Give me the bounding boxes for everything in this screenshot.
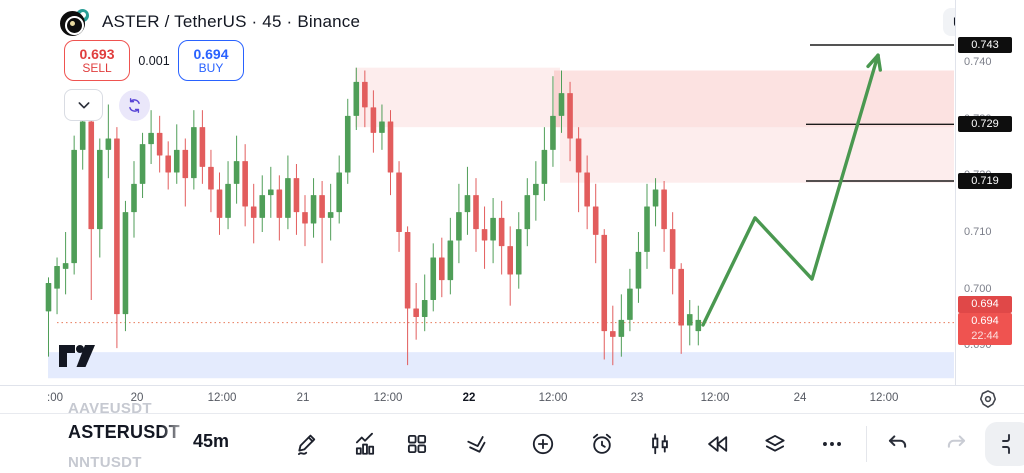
alert-button[interactable]	[588, 430, 616, 458]
target-price-label: 0.729	[958, 116, 1012, 133]
refresh-compare-button[interactable]	[119, 89, 150, 121]
target-price-label: 0.719	[958, 173, 1012, 189]
time-tick-label: 21	[296, 392, 310, 404]
time-tick-label: 24	[793, 392, 807, 404]
rewind-icon	[708, 436, 728, 452]
multi-arrows-icon	[467, 436, 486, 453]
symbol-picker-wheel[interactable]: AAVEUSDT ASTERUSDT NNTUSDT	[68, 400, 202, 473]
more-button[interactable]	[818, 430, 846, 458]
price-axis[interactable]: 0.7400.7300.7200.7100.7000.6900.7430.729…	[955, 0, 1024, 385]
chart-type-button[interactable]	[646, 430, 674, 458]
layout-button[interactable]	[403, 430, 431, 458]
grid-layout-icon	[407, 434, 427, 454]
corner-brackets-icon	[1002, 434, 1010, 454]
symbol-active[interactable]: ASTERUSDT	[68, 422, 180, 442]
time-tick-label: :00	[47, 392, 63, 404]
aster-coin-icon	[60, 11, 85, 36]
candlestick-chart	[45, 44, 954, 379]
symbol-fade-overlay	[160, 420, 202, 446]
chevron-down-icon	[78, 102, 89, 109]
sell-price: 0.693	[79, 45, 115, 62]
time-tick-label: 23	[630, 392, 644, 404]
toolbar-divider	[866, 426, 867, 462]
dock-panel-button[interactable]	[985, 422, 1024, 466]
time-tick-label: 12:00	[700, 392, 730, 404]
collapse-panel-button[interactable]	[64, 89, 103, 121]
buy-price: 0.694	[193, 45, 229, 62]
buy-button[interactable]: 0.694 BUY	[178, 40, 244, 81]
draw-button[interactable]	[293, 430, 321, 458]
ellipsis-icon	[823, 442, 841, 446]
timeframe-button[interactable]: 45m	[193, 431, 230, 451]
plus-circle-icon	[532, 433, 554, 455]
time-tick-label: 12:00	[373, 392, 403, 404]
layers-icon	[765, 434, 785, 452]
sell-label: SELL	[82, 60, 112, 75]
symbol-prev[interactable]: AAVEUSDT	[68, 400, 152, 417]
coin-icon	[60, 7, 94, 37]
time-axis[interactable]: :00 20 12:00 21 12:00 22 12:00 23 12:00 24 12:00	[0, 385, 1024, 413]
redo-arrow-icon	[947, 435, 966, 448]
bottom-toolbar: AAVEUSDT ASTERUSDT NNTUSDT 45m	[0, 400, 1024, 473]
object-tree-button[interactable]	[761, 430, 789, 458]
forecast-button[interactable]	[463, 430, 491, 458]
target-price-label: 0.743	[958, 36, 1012, 53]
settings-gear-icon[interactable]	[977, 388, 999, 410]
symbol-header[interactable]: ASTER / TetherUS · 45 · Binance	[60, 7, 360, 37]
indicators-button[interactable]	[351, 430, 379, 458]
tradingview-logo	[59, 345, 95, 367]
supply-zone	[554, 70, 954, 128]
time-tick-label: 12:00	[869, 392, 899, 404]
time-tick-label: 22	[462, 392, 476, 404]
buy-label: BUY	[198, 60, 224, 75]
time-tick-label: 12:00	[207, 392, 237, 404]
projection-arrowhead	[876, 53, 882, 72]
undo-arrow-icon	[888, 435, 907, 448]
chart-canvas[interactable]	[0, 0, 955, 385]
demand-zone	[48, 352, 954, 379]
add-button[interactable]	[529, 430, 557, 458]
candlesticks-icon	[652, 433, 668, 455]
undo-button[interactable]	[883, 430, 911, 458]
price-alert-label: 0.694	[958, 296, 1012, 313]
price-tick-label: 0.740	[964, 56, 992, 68]
pencil-draw-icon	[297, 434, 316, 455]
indicators-chart-icon	[355, 432, 375, 455]
supply-zone	[560, 127, 954, 183]
bar-replay-button[interactable]	[703, 430, 731, 458]
time-tick-label: 12:00	[538, 392, 568, 404]
chart-mini-toolbar	[64, 89, 150, 121]
symbol-title: ASTER / TetherUS · 45 · Binance	[102, 12, 361, 31]
symbol-next[interactable]: NNTUSDT	[68, 454, 142, 471]
redo-button[interactable]	[943, 430, 971, 458]
order-panel: 0.693 SELL 0.001 0.694 BUY	[64, 40, 244, 81]
candles-series	[45, 67, 702, 366]
projection-arrowhead	[866, 53, 880, 69]
supply-zone	[355, 67, 560, 128]
time-tick-label: 20	[130, 392, 144, 404]
price-tick-label: 0.700	[964, 282, 992, 295]
projection-arrow[interactable]	[701, 53, 880, 327]
alarm-clock-icon	[592, 433, 612, 454]
sell-button[interactable]: 0.693 SELL	[64, 40, 130, 81]
price-tick-label: 0.710	[964, 226, 992, 238]
refresh-icon	[129, 97, 140, 113]
last-price-countdown-label: 0.694 22:44	[958, 313, 1012, 345]
spread-value: 0.001	[138, 53, 170, 68]
